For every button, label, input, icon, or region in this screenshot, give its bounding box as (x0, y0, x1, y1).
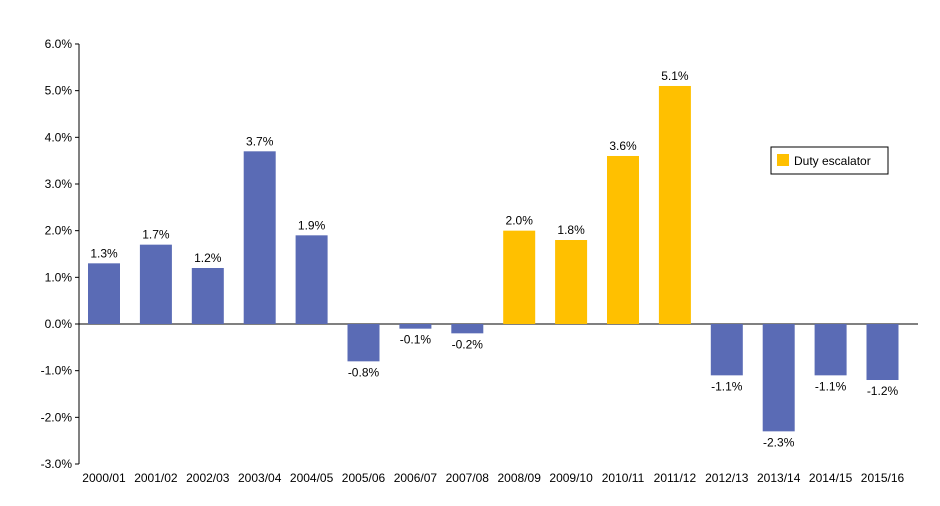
data-label: 1.9% (298, 218, 326, 232)
bar-2003-04 (243, 151, 276, 324)
data-label: 1.8% (557, 223, 585, 237)
x-tick-label: 2003/04 (238, 471, 282, 485)
data-label: -0.2% (452, 337, 484, 351)
data-label: 5.1% (661, 69, 689, 83)
x-tick-label: 2004/05 (290, 471, 334, 485)
bar-2002-03 (191, 267, 224, 324)
x-axis-labels: 2000/01 2001/02 2002/03 2003/04 2004/05 2005/… (82, 471, 904, 485)
data-label: 1.3% (90, 246, 118, 260)
x-tick-label: 2005/06 (342, 471, 386, 485)
data-label: -0.8% (348, 365, 380, 379)
bar-2011-12 (658, 85, 691, 324)
x-tick-label: 2000/01 (82, 471, 126, 485)
x-tick-label: 2009/10 (549, 471, 593, 485)
y-tick-label: 2.0% (45, 224, 73, 238)
bar-2010-11 (607, 155, 639, 324)
x-tick-label: 2015/16 (861, 471, 905, 485)
x-tick-label: 2012/13 (705, 471, 749, 485)
legend-label-duty-escalator: Duty escalator (794, 154, 871, 168)
bar-2013-14 (762, 324, 795, 432)
x-tick-label: 2014/15 (809, 471, 853, 485)
data-label: 1.2% (194, 251, 222, 265)
y-tick-label: -1.0% (41, 364, 73, 378)
x-tick-label: 2013/14 (757, 471, 801, 485)
bar-2012-13 (710, 324, 743, 376)
legend-swatch-duty-escalator (777, 154, 789, 166)
bar-2001-02 (139, 244, 172, 324)
bar-2008-09 (503, 230, 536, 324)
bar-2007-08 (451, 324, 484, 334)
data-label: 3.6% (609, 139, 637, 153)
bar-2005-06 (347, 324, 380, 362)
y-tick-label: 0.0% (45, 317, 73, 331)
x-tick-label: 2007/08 (446, 471, 490, 485)
data-label: -1.2% (867, 384, 899, 398)
y-tick-label: 3.0% (45, 177, 73, 191)
x-tick-label: 2002/03 (186, 471, 230, 485)
bar-2000-01 (88, 263, 120, 324)
bar-2004-05 (295, 235, 328, 324)
data-label: -2.3% (763, 435, 795, 449)
y-tick-label: -3.0% (41, 457, 73, 471)
x-tick-label: 2001/02 (134, 471, 178, 485)
y-tick-label: 1.0% (45, 270, 73, 284)
data-label: -0.1% (400, 333, 432, 347)
legend: Duty escalator (770, 146, 889, 175)
data-label: 1.7% (142, 228, 170, 242)
data-label: -1.1% (815, 379, 847, 393)
x-tick-label: 2010/11 (602, 471, 645, 485)
bar-2006-07 (399, 324, 432, 329)
bar-2014-15 (814, 324, 847, 376)
data-label: -1.1% (711, 379, 743, 393)
y-axis: -3.0% -2.0% -1.0% 0.0% 1.0% 2.0% 3.0% 4.0% 5.0% 6… (41, 37, 918, 471)
x-tick-label: 2006/07 (394, 471, 438, 485)
x-tick-label: 2008/09 (498, 471, 542, 485)
bar-2009-10 (555, 239, 588, 324)
legend-box (770, 146, 889, 175)
y-tick-label: 4.0% (45, 130, 73, 144)
bars: 1.3% 1.7% 1.2% 3.7% 1.9% -0.8% -0.1% -0.2% 2.0% 1… (88, 69, 899, 449)
x-tick-label: 2011/12 (654, 471, 697, 485)
y-tick-label: 5.0% (45, 84, 73, 98)
data-label: 2.0% (506, 214, 534, 228)
y-tick-label: -2.0% (41, 410, 73, 424)
bar-2015-16 (866, 324, 899, 381)
y-tick-label: 6.0% (45, 37, 73, 51)
data-label: 3.7% (246, 134, 274, 148)
